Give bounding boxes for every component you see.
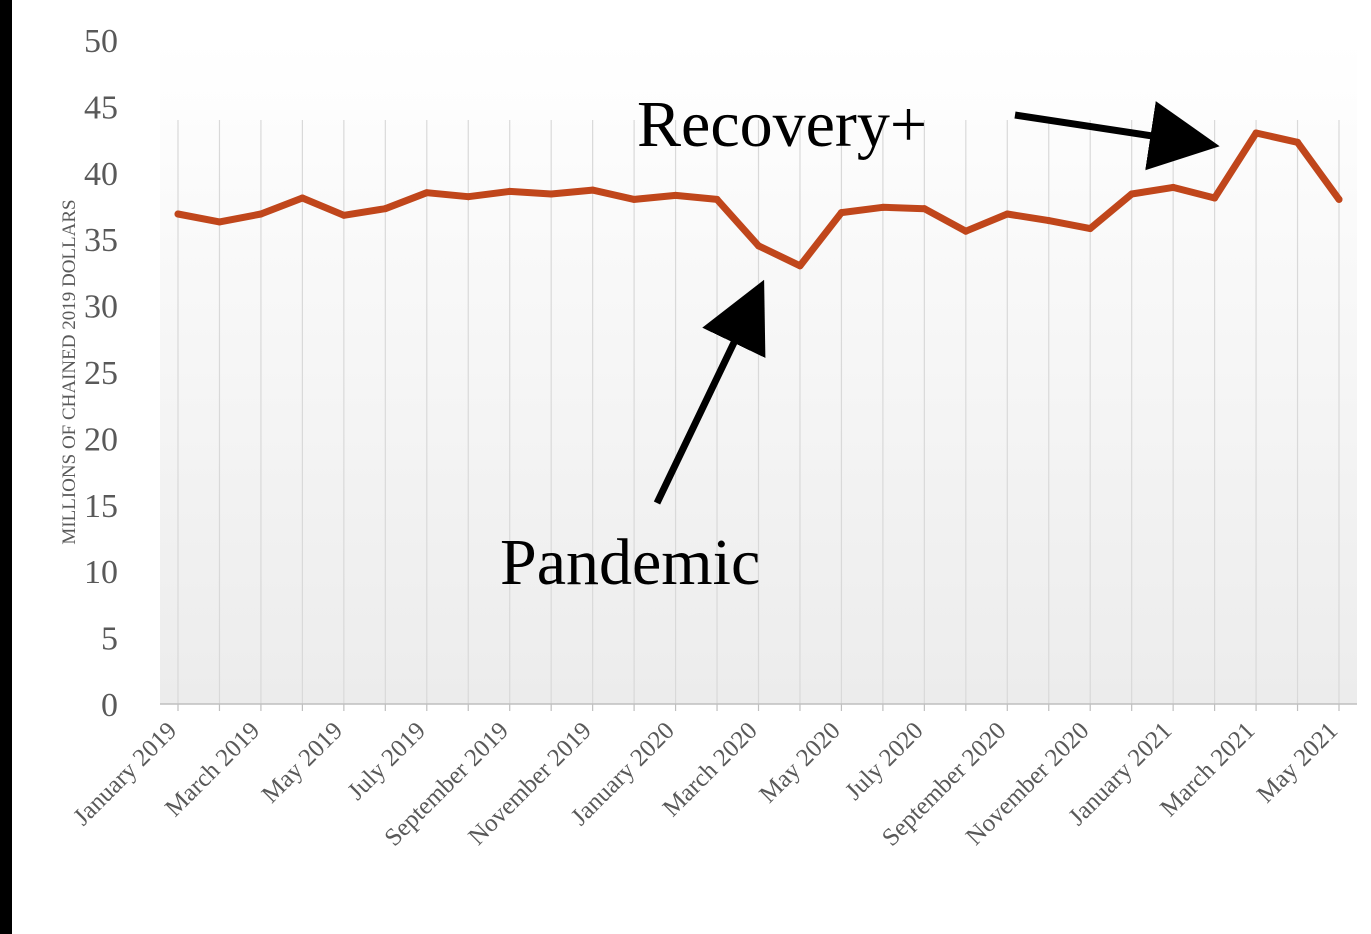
pandemic-arrow: [653, 279, 766, 505]
y-tick-label: 20: [84, 421, 118, 458]
data-point: [672, 191, 680, 199]
recovery-arrow: [1014, 101, 1220, 171]
y-tick-label: 10: [84, 554, 118, 591]
data-point: [1335, 195, 1343, 203]
y-tick-label: 35: [84, 222, 118, 259]
data-point: [1294, 138, 1302, 146]
y-axis-ticks: 0 5 10 15 20 25 30 35 40 45 50: [84, 23, 118, 724]
data-point: [1086, 225, 1094, 233]
data-point: [1003, 210, 1011, 218]
y-tick-label: 50: [84, 23, 118, 60]
chart-stage: 0 5 10 15 20 25 30 35 40 45 50 January 2019 March 2…: [12, 0, 1371, 934]
data-point: [423, 189, 431, 197]
y-tick-label: 45: [84, 89, 118, 126]
pandemic-annotation: Pandemic: [500, 526, 760, 599]
y-tick-label: 30: [84, 289, 118, 326]
y-tick-label: 25: [84, 355, 118, 392]
x-tick-label: January 2019: [68, 717, 182, 831]
data-point: [879, 203, 887, 211]
data-point: [1045, 217, 1053, 225]
data-point: [506, 187, 514, 195]
y-tick-label: 0: [101, 687, 118, 724]
data-point: [215, 218, 223, 226]
data-point: [630, 195, 638, 203]
x-tick-label: May 2020: [754, 717, 845, 808]
data-point: [713, 195, 721, 203]
data-point: [547, 190, 555, 198]
x-tick-label: May 2019: [257, 717, 348, 808]
data-point: [1128, 190, 1136, 198]
data-point: [796, 262, 804, 270]
y-tick-label: 15: [84, 488, 118, 525]
data-point: [381, 205, 389, 213]
data-points: [174, 129, 1343, 270]
recovery-annotation: Recovery+: [637, 88, 927, 161]
data-point: [837, 209, 845, 217]
data-point: [589, 186, 597, 194]
y-tick-label: 5: [101, 621, 118, 658]
data-point: [920, 205, 928, 213]
data-point: [1169, 183, 1177, 191]
data-point: [962, 227, 970, 235]
x-tick-label: July 2019: [343, 717, 431, 805]
data-point: [755, 242, 762, 250]
y-tick-label: 40: [84, 156, 118, 193]
data-point: [298, 194, 306, 202]
data-point: [174, 210, 182, 218]
data-point: [464, 193, 472, 201]
data-point: [340, 211, 348, 219]
x-tick-label: July 2020: [840, 717, 928, 805]
data-point: [1252, 129, 1260, 137]
data-point: [257, 210, 265, 218]
data-point: [1211, 194, 1219, 202]
y-axis-label: MILLIONS OF CHAINED 2019 DOLLARS: [59, 199, 80, 544]
x-tick-label: May 2021: [1252, 717, 1343, 808]
